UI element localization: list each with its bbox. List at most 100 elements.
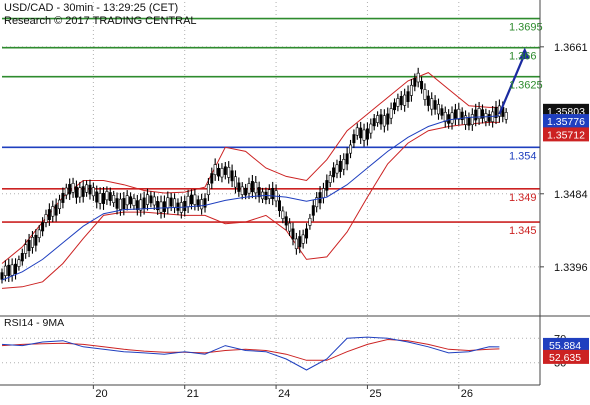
candle-body bbox=[352, 134, 356, 144]
candle-body bbox=[393, 102, 397, 111]
candle-body bbox=[183, 200, 187, 212]
candle-body bbox=[129, 196, 133, 205]
candle-body bbox=[335, 164, 339, 174]
candle-body bbox=[403, 94, 407, 106]
candle-body bbox=[362, 129, 366, 141]
candle-body bbox=[328, 174, 332, 183]
x-tick-label: 26 bbox=[461, 388, 473, 400]
candle-body bbox=[504, 112, 508, 120]
candle-body bbox=[200, 199, 204, 210]
rsi-ma-line bbox=[1, 338, 500, 361]
candle-body bbox=[450, 112, 454, 124]
rsi-tag-box bbox=[543, 337, 589, 352]
candle-body bbox=[173, 198, 177, 209]
candle-body bbox=[464, 115, 468, 125]
candle-body bbox=[210, 173, 214, 184]
candle-body bbox=[220, 168, 224, 178]
candle-body bbox=[0, 272, 4, 280]
candle-body bbox=[413, 78, 417, 87]
candle-body bbox=[460, 111, 464, 121]
candle-body bbox=[359, 127, 363, 139]
candle-body bbox=[271, 187, 275, 200]
candle-body bbox=[470, 114, 474, 125]
rsi-tag-label: 52.635 bbox=[549, 352, 581, 364]
candle-body bbox=[321, 188, 325, 199]
candle-body bbox=[338, 160, 342, 172]
candle-body bbox=[51, 206, 55, 217]
forecast-arrow-shaft bbox=[498, 53, 526, 115]
candle-body bbox=[142, 197, 146, 209]
candle-body bbox=[477, 108, 481, 119]
candle-body bbox=[203, 198, 207, 208]
candle-body bbox=[88, 184, 92, 195]
candle-body bbox=[430, 98, 434, 110]
candle-body bbox=[122, 198, 126, 210]
rsi-line bbox=[1, 336, 500, 371]
candle-body bbox=[237, 182, 241, 192]
candle-body bbox=[244, 187, 248, 196]
level-label: 1.3695 bbox=[509, 22, 543, 34]
candle-body bbox=[30, 236, 34, 248]
candle-body bbox=[95, 191, 99, 203]
candle-body bbox=[433, 100, 437, 110]
candle-body bbox=[480, 109, 484, 119]
x-tick-label: 20 bbox=[95, 388, 107, 400]
candle-body bbox=[166, 197, 170, 209]
price-tick-label: 1.3661 bbox=[554, 42, 588, 54]
candle-body bbox=[223, 166, 227, 175]
candle-body bbox=[213, 164, 217, 176]
price-tag-label: 1.35776 bbox=[547, 116, 585, 128]
candle-body bbox=[3, 265, 7, 276]
candle-body bbox=[315, 197, 319, 208]
candle-body bbox=[186, 195, 190, 207]
candle-body bbox=[71, 183, 75, 193]
moving-average-line bbox=[1, 115, 500, 281]
candle-body bbox=[294, 238, 298, 250]
candle-body bbox=[64, 187, 68, 196]
candle-body bbox=[409, 84, 413, 96]
candle-body bbox=[37, 229, 41, 238]
candle-body bbox=[145, 194, 149, 205]
candle-body bbox=[7, 264, 11, 276]
candle-body bbox=[98, 193, 102, 204]
price-tick-label: 1.3396 bbox=[554, 262, 588, 274]
level-label: 1.366 bbox=[509, 51, 537, 63]
candle-body bbox=[443, 111, 447, 123]
level-label: 1.345 bbox=[509, 225, 537, 237]
candle-body bbox=[494, 106, 498, 118]
candle-body bbox=[74, 186, 78, 198]
candle-body bbox=[311, 205, 315, 216]
candle-body bbox=[386, 113, 390, 125]
candle-body bbox=[34, 234, 38, 246]
candle-body bbox=[156, 201, 160, 211]
candle-body bbox=[457, 108, 461, 120]
candle-body bbox=[416, 72, 420, 83]
candle-body bbox=[78, 187, 82, 198]
candle-body bbox=[189, 194, 193, 205]
candle-body bbox=[355, 127, 359, 136]
rsi-tag-label: 55.884 bbox=[549, 340, 581, 352]
candle-body bbox=[169, 197, 173, 207]
candle-body bbox=[396, 98, 400, 107]
candle-body bbox=[102, 192, 106, 204]
candle-body bbox=[20, 253, 24, 262]
candle-body bbox=[118, 198, 122, 210]
candle-body bbox=[298, 236, 302, 248]
candle-body bbox=[162, 201, 166, 212]
candle-body bbox=[240, 186, 244, 195]
candle-body bbox=[474, 109, 478, 121]
candle-body bbox=[440, 108, 444, 116]
candle-body bbox=[230, 170, 234, 182]
candle-body bbox=[68, 184, 72, 195]
candle-body bbox=[105, 191, 109, 201]
rsi-label: RSI14 - 9MA bbox=[4, 317, 64, 329]
candle-body bbox=[406, 91, 410, 102]
level-label: 1.349 bbox=[509, 192, 537, 204]
price-tick-label: 1.3484 bbox=[554, 189, 588, 201]
candle-body bbox=[257, 187, 261, 198]
candle-body bbox=[10, 264, 14, 276]
candle-body bbox=[369, 123, 373, 134]
candle-body bbox=[81, 186, 85, 197]
candle-body bbox=[420, 80, 424, 90]
